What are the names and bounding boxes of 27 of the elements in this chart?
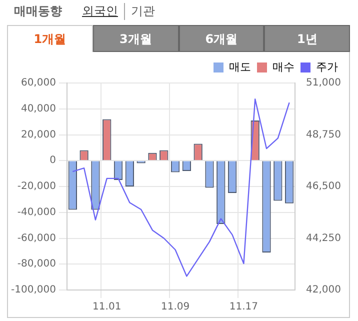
chart-title: 매매동향 xyxy=(14,3,62,20)
y-tick-label: 20,000 xyxy=(20,129,56,140)
text: 기관 xyxy=(124,3,155,20)
y-tick-label: -80,000 xyxy=(17,258,56,270)
y-tick-label: -20,000 xyxy=(17,181,56,192)
y-tick-label: -40,000 xyxy=(17,206,56,218)
x-tick-label: 11.17 xyxy=(229,302,258,313)
y-tick-label: 0 xyxy=(50,155,56,166)
text: 외국인 xyxy=(82,3,118,20)
y-tick-label: 40,000 xyxy=(20,103,56,114)
x-tick-label: 11.01 xyxy=(92,302,122,313)
y-tick-label: 60,000 xyxy=(20,78,56,89)
y2-tick-label: 48,750 xyxy=(306,129,342,140)
y-tick-label: -60,000 xyxy=(17,232,56,244)
legend-label: 매수 xyxy=(272,60,294,74)
y-tick-label: -100,000 xyxy=(10,284,56,296)
text: 1개월 xyxy=(7,25,93,52)
x-tick-label: 11.09 xyxy=(160,302,190,313)
y2-tick-label: 46,500 xyxy=(306,181,342,192)
y2-tick-label: 44,250 xyxy=(306,232,342,244)
y2-tick-label: 42,000 xyxy=(306,284,342,296)
legend-label: 매도 xyxy=(229,60,251,74)
text: 3개월 xyxy=(92,25,178,52)
y2-tick-label: 51,000 xyxy=(306,78,342,89)
legend-label: 주가 xyxy=(316,60,338,74)
text: 6개월 xyxy=(178,25,264,52)
text: 1년 xyxy=(264,25,350,52)
